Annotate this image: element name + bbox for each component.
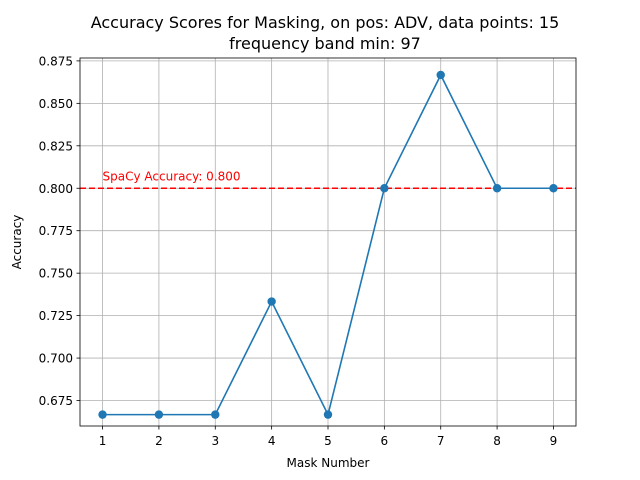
x-tick-label: 6 — [381, 434, 389, 448]
y-tick-label: 0.800 — [39, 182, 73, 196]
x-tick-label: 1 — [99, 434, 107, 448]
y-tick-label: 0.675 — [39, 394, 73, 408]
x-axis-ticks: 1 2 3 4 5 6 7 8 9 — [99, 426, 558, 448]
y-axis-ticks: 0.675 0.700 0.725 0.750 0.775 0.800 0.825 0.850… — [39, 54, 80, 408]
x-tick-label: 3 — [211, 434, 219, 448]
accuracy-data-point — [323, 410, 333, 419]
x-tick-label: 4 — [268, 434, 276, 448]
accuracy-data-point — [267, 297, 276, 306]
y-axis-label: Accuracy — [10, 215, 24, 270]
x-tick-label: 8 — [493, 434, 501, 448]
accuracy-data-point — [492, 184, 502, 193]
x-tick-label: 5 — [324, 434, 332, 448]
y-tick-label: 0.775 — [39, 224, 73, 238]
accuracy-data-point — [98, 410, 107, 419]
chart-title-line1: Accuracy Scores for Masking, on pos: ADV… — [91, 13, 560, 32]
reference-line-group: SpaCy Accuracy: 0.800 — [80, 169, 576, 190]
accuracy-data-point — [154, 410, 164, 419]
accuracy-data-point — [436, 70, 445, 80]
y-tick-label: 0.700 — [39, 352, 73, 366]
y-tick-label: 0.725 — [39, 309, 73, 323]
x-tick-label: 7 — [437, 434, 445, 448]
y-tick-label: 0.750 — [39, 267, 73, 281]
accuracy-data-point — [549, 184, 558, 193]
spacy-accuracy-label: SpaCy Accuracy: 0.800 — [103, 169, 241, 183]
grid-lines — [80, 58, 576, 426]
series-group — [98, 70, 558, 419]
y-tick-label: 0.825 — [39, 139, 73, 153]
accuracy-data-point — [380, 184, 389, 193]
y-tick-label: 0.875 — [39, 54, 73, 68]
y-tick-label: 0.850 — [39, 97, 73, 111]
accuracy-data-point — [211, 410, 220, 419]
x-axis-label: Mask Number — [287, 456, 370, 470]
chart-title-line2: frequency band min: 97 — [229, 34, 421, 53]
x-tick-label: 2 — [155, 434, 163, 448]
x-tick-label: 9 — [550, 434, 558, 448]
